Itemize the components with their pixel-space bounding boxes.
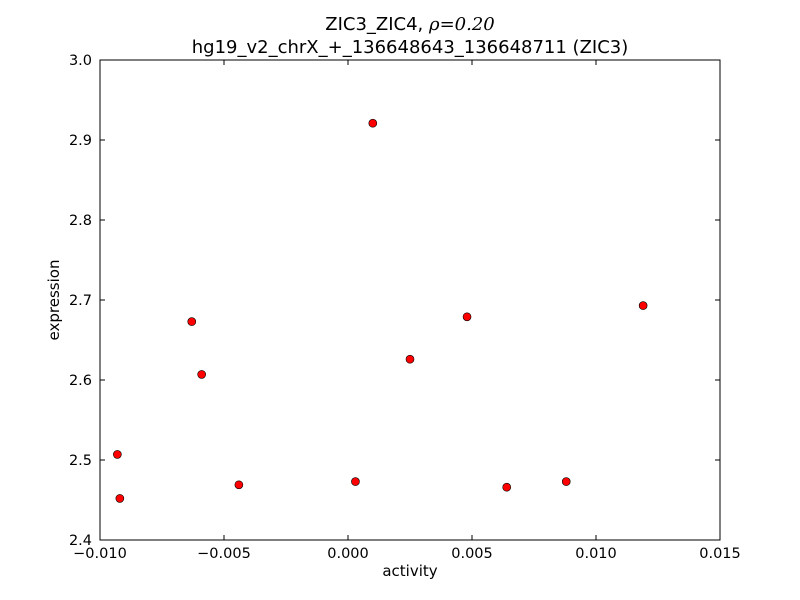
x-tick-label: 0.005 bbox=[451, 546, 493, 562]
y-axis-ticks: 2.4 2.5 2.6 2.7 2.8 2.9 3.0 bbox=[69, 53, 720, 549]
data-point bbox=[234, 480, 244, 490]
x-axis-ticks: −0.010 −0.005 0.000 0.005 0.010 0.015 bbox=[73, 60, 741, 562]
plot-frame bbox=[99, 59, 721, 541]
data-point bbox=[561, 477, 571, 486]
data-point bbox=[405, 354, 415, 364]
x-tick-label: 0.015 bbox=[699, 546, 741, 562]
y-tick-label: 2.5 bbox=[69, 453, 92, 469]
x-axis-label: activity bbox=[382, 562, 437, 580]
x-tick-label: 0.000 bbox=[327, 546, 369, 562]
x-tick-label: −0.005 bbox=[197, 546, 251, 562]
y-tick-label: 2.7 bbox=[69, 293, 92, 309]
data-points bbox=[113, 118, 648, 503]
x-tick-label: −0.010 bbox=[73, 546, 127, 562]
chart-title: ZIC3_ZIC4, ρ=0.20 bbox=[325, 14, 495, 35]
chart-title-prefix: ZIC3_ZIC4, bbox=[325, 14, 429, 35]
y-tick-label: 2.6 bbox=[69, 373, 92, 389]
data-point bbox=[351, 477, 360, 486]
y-tick-label: 2.8 bbox=[69, 213, 92, 229]
data-point bbox=[502, 482, 512, 492]
y-tick-label: 2.9 bbox=[69, 133, 92, 149]
y-tick-label: 3.0 bbox=[69, 53, 92, 69]
data-point bbox=[197, 370, 206, 379]
data-point bbox=[368, 118, 378, 128]
chart-subtitle: hg19_v2_chrX_+_136648643_136648711 (ZIC3… bbox=[192, 37, 629, 58]
data-point bbox=[187, 317, 197, 326]
data-point bbox=[462, 312, 472, 322]
chart-title-symbol: ρ bbox=[428, 14, 440, 35]
chart-title-value: =0.20 bbox=[440, 14, 495, 35]
data-point bbox=[113, 450, 122, 459]
x-tick-label: 0.010 bbox=[575, 546, 617, 562]
y-tick-label: 2.4 bbox=[69, 533, 92, 549]
data-point bbox=[638, 301, 648, 310]
y-axis-label: expression bbox=[45, 260, 63, 341]
data-point bbox=[115, 494, 125, 503]
